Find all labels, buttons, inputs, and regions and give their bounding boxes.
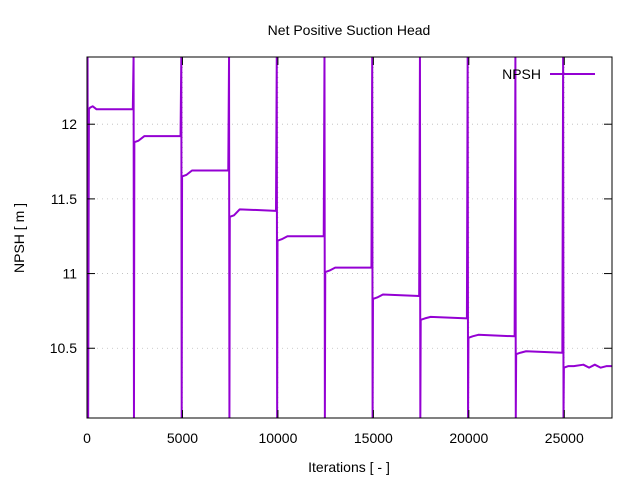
plot-frame <box>86 56 613 419</box>
y-tick-label: 11 <box>62 266 77 282</box>
x-axis-label: Iterations [ - ] <box>308 459 390 475</box>
legend-label-npsh: NPSH <box>502 66 541 82</box>
y-tick-label: 10.5 <box>50 340 77 356</box>
x-tick-label: 20000 <box>449 430 488 446</box>
series-layer <box>87 57 612 418</box>
x-tick-label: 15000 <box>354 430 393 446</box>
y-tick-label: 12 <box>61 116 77 132</box>
y-axis-label: NPSH [ m ] <box>11 203 27 273</box>
x-tick-label: 10000 <box>258 430 297 446</box>
x-tick-label: 5000 <box>167 430 198 446</box>
ticks: 10.5 11 11.5 12 0 5000 10000 15000 20000 25000 <box>50 57 612 446</box>
y-tick-label: 11.5 <box>51 191 77 207</box>
chart-title: Net Positive Suction Head <box>268 22 431 38</box>
x-tick-label: 25000 <box>545 430 584 446</box>
legend: NPSH <box>502 66 595 82</box>
x-tick-label: 0 <box>83 430 91 446</box>
series-line-npsh <box>87 57 612 418</box>
